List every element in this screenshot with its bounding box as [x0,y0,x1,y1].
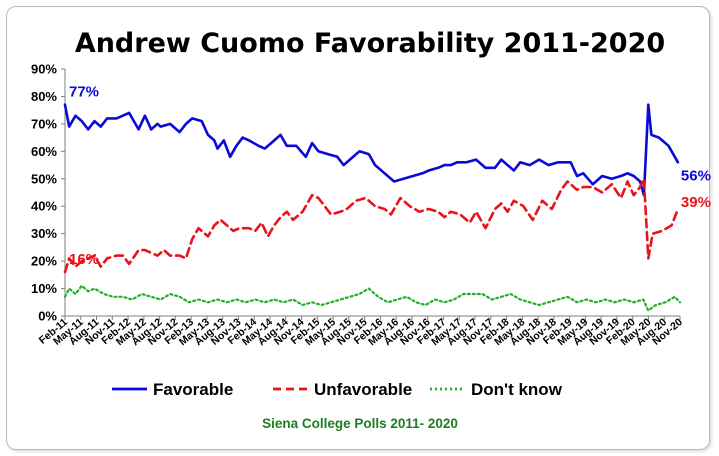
data-label-last: 56% [681,167,711,184]
y-tick-label: 30% [31,226,57,241]
chart-source: Siena College Polls 2011- 2020 [262,416,458,431]
plot-area: 0%10%20%30%40%50%60%70%80%90%Feb-11May-1… [31,62,711,349]
data-label-first: 16% [69,251,99,268]
y-tick-label: 90% [31,62,57,77]
data-label-last: 39% [681,194,711,211]
y-tick-label: 80% [31,89,57,104]
chart-title: Andrew Cuomo Favorability 2011-2020 [75,28,665,59]
data-label-first: 77% [69,84,99,101]
legend-label: Unfavorable [314,380,412,399]
legend-label: Favorable [153,380,233,399]
series-line-favorable [63,103,680,197]
y-tick-label: 0% [38,309,57,324]
y-tick-label: 50% [31,171,57,186]
y-tick-label: 20% [31,254,57,269]
y-tick-label: 40% [31,199,57,214]
y-tick-label: 60% [31,144,57,159]
series-line-don-t-know [63,284,682,312]
legend-label: Don't know [471,380,563,399]
chart-frame [6,6,710,450]
legend: Favorable Unfavorable Don't know [112,380,563,399]
y-tick-label: 70% [31,116,57,131]
series-line-unfavorable [63,177,680,274]
y-tick-label: 10% [31,281,57,296]
